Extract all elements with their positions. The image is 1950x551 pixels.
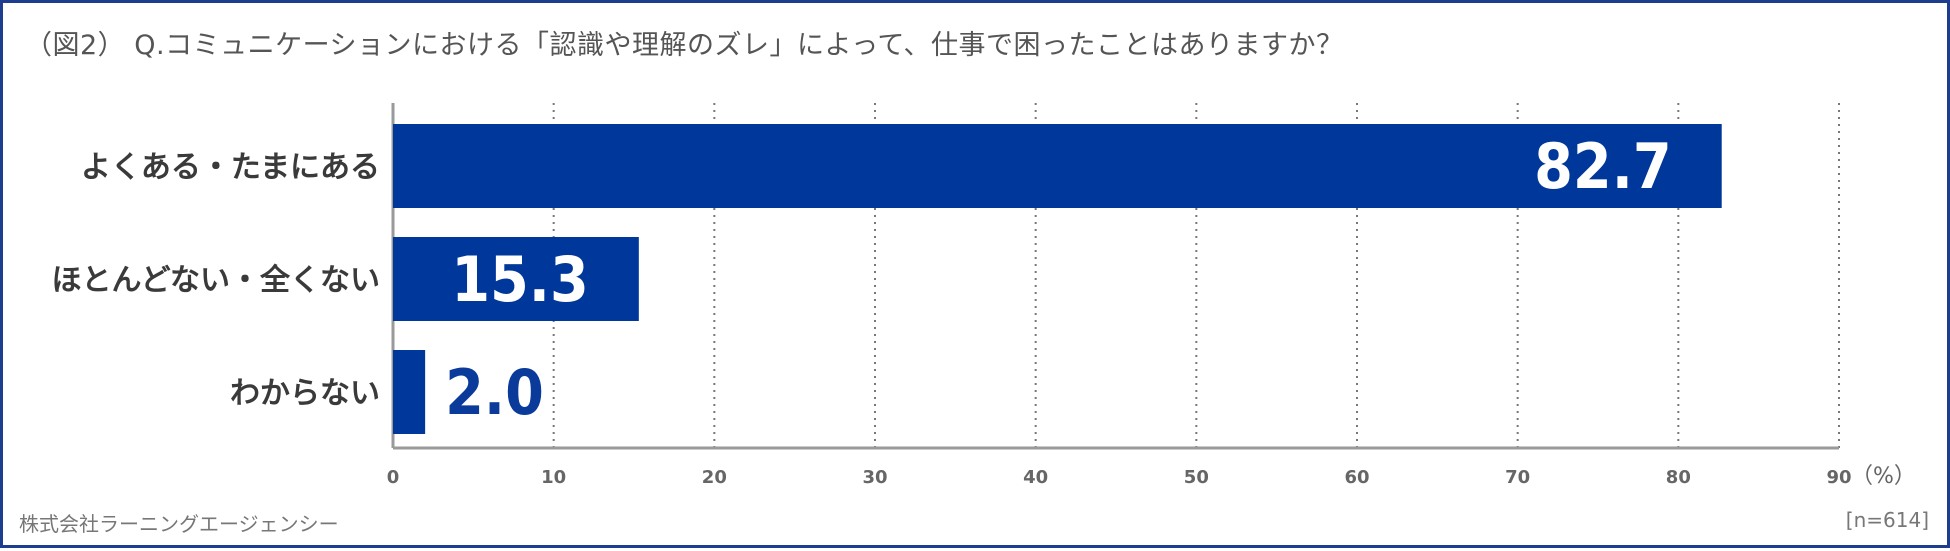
category-label: ほとんどない・全くない — [52, 263, 381, 298]
category-label: よくある・たまにある — [81, 150, 380, 185]
company-name: 株式会社ラーニングエージェンシー — [19, 512, 339, 536]
x-tick-label: 20 — [702, 467, 727, 488]
x-unit-label: （%） — [1851, 464, 1916, 489]
x-tick-label: 90 — [1826, 467, 1851, 488]
bar-chart: 0 10 20 30 40 50 60 70 80 90 （%） よくある・たまにある 82.7 ほとんど… — [52, 103, 1916, 489]
value-label: 15.3 — [451, 243, 589, 316]
chart-title: （図2） Q.コミュニケーションにおける「認識や理解のズレ」によって、仕事で困っ… — [25, 30, 1344, 61]
x-tick-label: 50 — [1184, 467, 1209, 488]
value-label: 2.0 — [445, 356, 544, 429]
x-tick-label: 30 — [862, 467, 887, 488]
sample-size: [n=614] — [1845, 508, 1929, 532]
x-tick-label: 80 — [1666, 467, 1691, 488]
x-tick-label: 70 — [1505, 467, 1530, 488]
bar — [393, 350, 426, 434]
value-label: 82.7 — [1534, 130, 1672, 203]
category-label: わからない — [230, 376, 380, 411]
x-tick-label: 60 — [1344, 467, 1369, 488]
bar — [393, 237, 639, 321]
x-tick-label: 0 — [387, 467, 400, 488]
bar — [393, 124, 1722, 208]
x-tick-label: 40 — [1023, 467, 1048, 488]
x-tick-label: 10 — [541, 467, 566, 488]
